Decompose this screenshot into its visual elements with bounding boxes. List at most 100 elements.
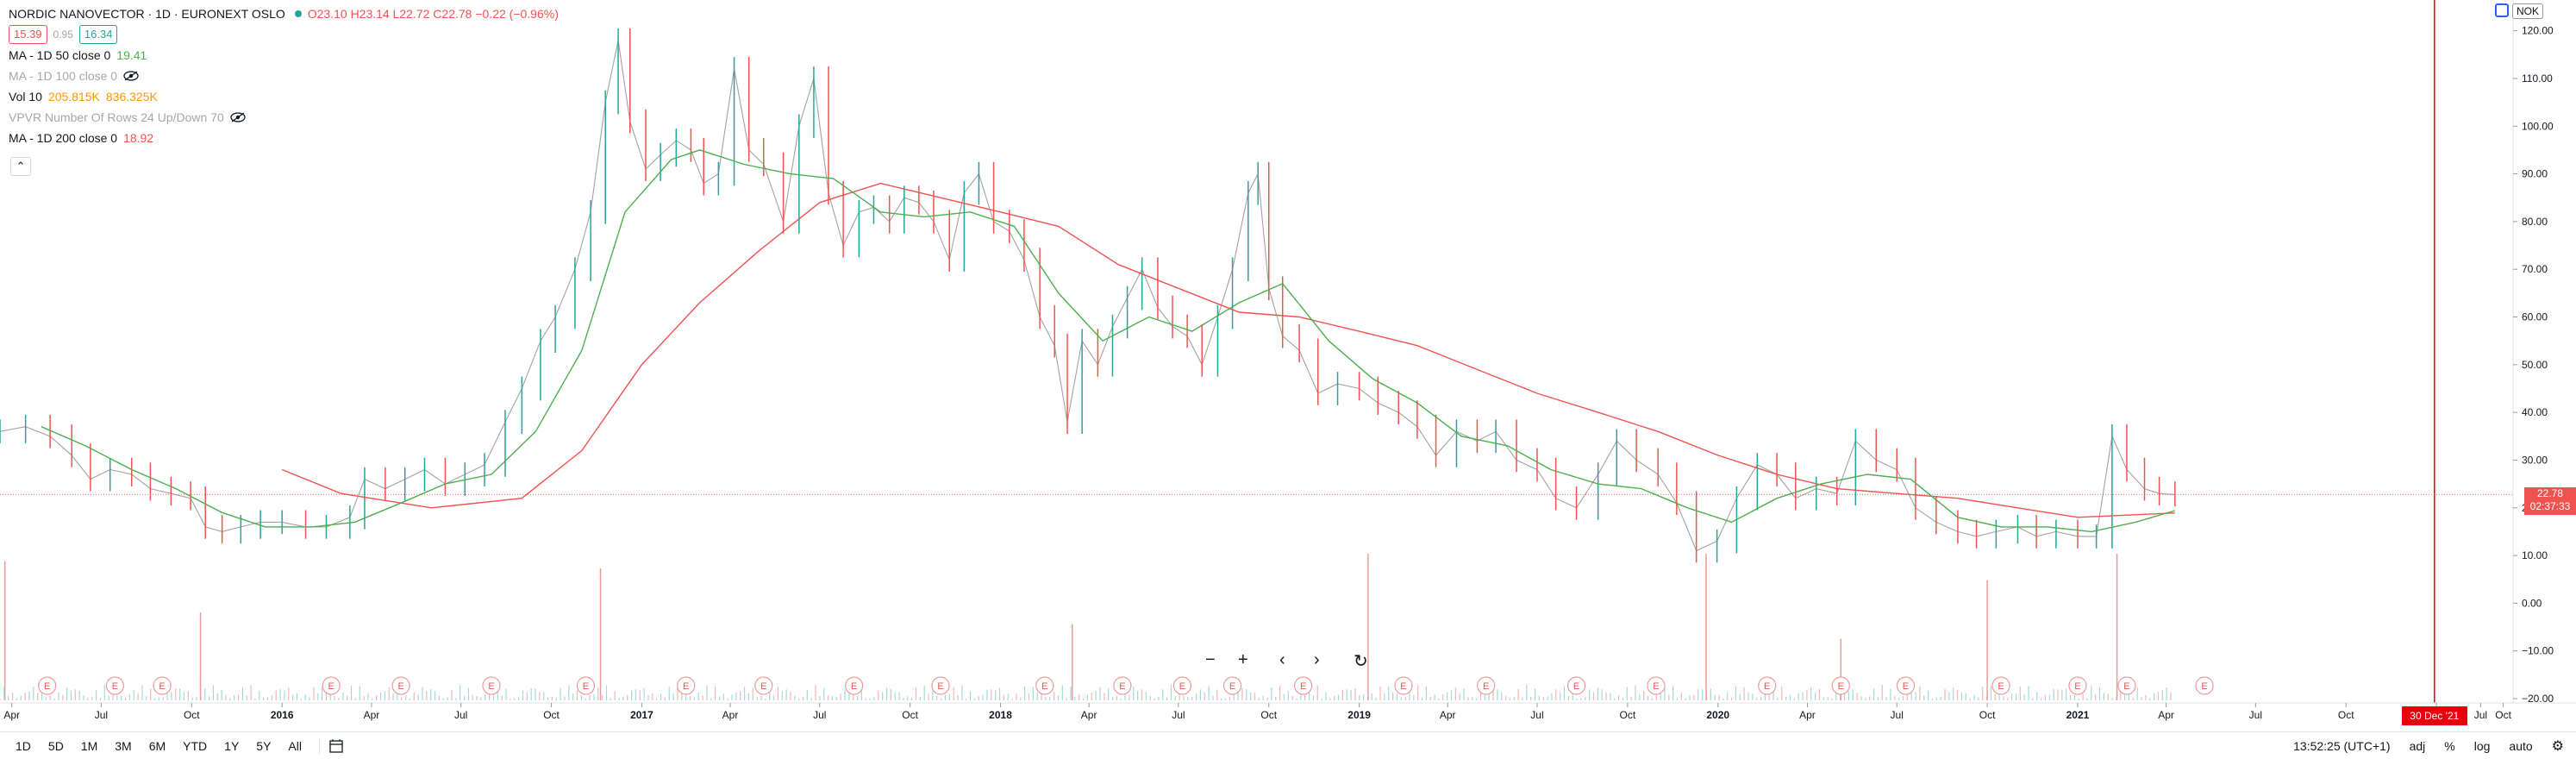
earnings-marker[interactable]: E (677, 676, 696, 695)
y-axis[interactable]: 120.00 110.00 100.00 90.00 80.00 70.00 60.00 50… (2512, 0, 2554, 705)
log-toggle[interactable]: log (2473, 738, 2491, 753)
earnings-circle[interactable] (1222, 676, 1242, 695)
earnings-circle[interactable] (482, 676, 501, 695)
ohlc-values: O23.10 H23.14 L22.72 C22.78 −0.22 (−0.96… (307, 7, 559, 21)
earnings-circle[interactable] (1647, 676, 1666, 695)
range-button-1d[interactable]: 1D (16, 738, 31, 753)
earnings-marker[interactable]: E (1294, 676, 1313, 695)
hidden-eye-icon[interactable] (123, 71, 139, 81)
x-tick-label: Apr (364, 709, 380, 721)
earnings-circle[interactable] (38, 676, 57, 695)
earnings-circle[interactable] (2068, 676, 2087, 695)
earnings-marker[interactable]: E (1113, 676, 1132, 695)
clock-timezone[interactable]: 13:52:25 (UTC+1) (2293, 738, 2391, 753)
zoom-out-button[interactable]: − (1205, 650, 1216, 669)
earnings-marker[interactable]: E (2068, 676, 2087, 695)
earnings-marker[interactable]: E (482, 676, 501, 695)
earnings-marker[interactable]: E (1831, 676, 1850, 695)
x-tick-label: Jul (454, 709, 467, 721)
earnings-marker[interactable]: E (1035, 676, 1054, 695)
currency-label[interactable]: NOK (2511, 3, 2543, 19)
range-button-1m[interactable]: 1M (80, 738, 98, 753)
earnings-circle[interactable] (2195, 676, 2214, 695)
earnings-marker[interactable]: E (105, 676, 124, 695)
x-axis[interactable]: Apr Jul Oct 2016 Apr Jul Oct 2017 Apr Jul Oct 2018 A… (0, 702, 2576, 721)
earnings-circle[interactable] (1831, 676, 1850, 695)
earnings-marker[interactable]: E (38, 676, 57, 695)
hidden-eye-icon[interactable] (230, 112, 246, 122)
earnings-marker[interactable]: E (1394, 676, 1413, 695)
earnings-circle[interactable] (105, 676, 124, 695)
earnings-circle[interactable] (322, 676, 341, 695)
scroll-right-button[interactable]: › (1314, 650, 1320, 669)
earnings-marker[interactable]: E (153, 676, 172, 695)
volume-row[interactable]: Vol 10 205.815K 836.325K (9, 86, 559, 107)
earnings-circle[interactable] (1991, 676, 2010, 695)
earnings-circle[interactable] (1172, 676, 1192, 695)
earnings-marker[interactable]: E (2117, 676, 2136, 695)
earnings-marker[interactable]: E (754, 676, 773, 695)
scroll-left-button[interactable]: ‹ (1279, 650, 1285, 669)
earnings-circle[interactable] (153, 676, 172, 695)
earnings-marker[interactable]: E (322, 676, 341, 695)
earnings-marker[interactable]: E (2195, 676, 2214, 695)
symbol-row[interactable]: NORDIC NANOVECTOR · 1D · EURONEXT OSLO O… (9, 3, 559, 24)
range-button-5d[interactable]: 5D (47, 738, 64, 753)
settings-gear-icon[interactable]: ⚙ (2551, 738, 2564, 754)
range-button-6m[interactable]: 6M (148, 738, 166, 753)
earnings-marker[interactable]: E (1758, 676, 1777, 695)
earnings-circle[interactable] (1566, 676, 1586, 695)
screenshot-icon[interactable] (2495, 3, 2509, 17)
earnings-circle[interactable] (754, 676, 773, 695)
earnings-marker[interactable]: E (1991, 676, 2010, 695)
earnings-circle[interactable] (1896, 676, 1916, 695)
earnings-circle[interactable] (2117, 676, 2136, 695)
earnings-marker[interactable]: E (931, 676, 950, 695)
percent-toggle[interactable]: % (2444, 738, 2455, 753)
ma200-row[interactable]: MA - 1D 200 close 0 18.92 (9, 128, 559, 148)
earnings-circle[interactable] (677, 676, 696, 695)
earnings-circle[interactable] (576, 676, 596, 695)
y-tick-label: 30.00 (2522, 454, 2548, 466)
zoom-in-button[interactable]: + (1238, 650, 1248, 669)
range-button-all[interactable]: All (288, 738, 302, 753)
earnings-circle[interactable] (1394, 676, 1413, 695)
earnings-circle[interactable] (391, 676, 410, 695)
crosshair-date-tag: 30 Dec '21 (2401, 706, 2467, 725)
ask-price[interactable]: 16.34 (78, 25, 118, 44)
volume-value-1: 205.815K (47, 90, 100, 104)
earnings-circle[interactable] (1758, 676, 1777, 695)
earnings-circle[interactable] (1113, 676, 1132, 695)
vpvr-row[interactable]: VPVR Number Of Rows 24 Up/Down 70 (9, 107, 559, 128)
ma100-row[interactable]: MA - 1D 100 close 0 (9, 66, 559, 86)
earnings-marker[interactable]: E (1172, 676, 1192, 695)
earnings-circle[interactable] (1477, 676, 1496, 695)
reset-chart-icon[interactable]: ↻ (1354, 652, 1368, 671)
earnings-marker[interactable]: E (1477, 676, 1496, 695)
range-button-5y[interactable]: 5Y (256, 738, 272, 753)
earnings-marker[interactable]: E (1222, 676, 1242, 695)
ma50-row[interactable]: MA - 1D 50 close 0 19.41 (9, 45, 559, 66)
earnings-marker[interactable]: E (1566, 676, 1586, 695)
earnings-marker[interactable]: E (845, 676, 864, 695)
calendar-range-icon[interactable] (328, 738, 346, 754)
bid-price[interactable]: 15.39 (9, 25, 47, 44)
earnings-marker[interactable]: E (1647, 676, 1666, 695)
range-button-1y[interactable]: 1Y (224, 738, 240, 753)
earnings-circle[interactable] (1035, 676, 1054, 695)
earnings-circle[interactable] (845, 676, 864, 695)
range-button-ytd[interactable]: YTD (183, 738, 208, 753)
collapse-legend-button[interactable]: ⌃ (10, 157, 31, 176)
earnings-marker[interactable]: E (576, 676, 596, 695)
auto-toggle[interactable]: auto (2509, 738, 2533, 753)
x-tick-label: 2021 (2066, 709, 2090, 721)
symbol-title[interactable]: NORDIC NANOVECTOR · 1D · EURONEXT OSLO (9, 7, 285, 21)
earnings-circle[interactable] (931, 676, 950, 695)
adjust-toggle[interactable]: adj (2409, 738, 2426, 753)
earnings-marker[interactable]: E (391, 676, 410, 695)
range-button-3m[interactable]: 3M (115, 738, 132, 753)
earnings-marker[interactable]: E (1896, 676, 1916, 695)
earnings-circle[interactable] (1294, 676, 1313, 695)
